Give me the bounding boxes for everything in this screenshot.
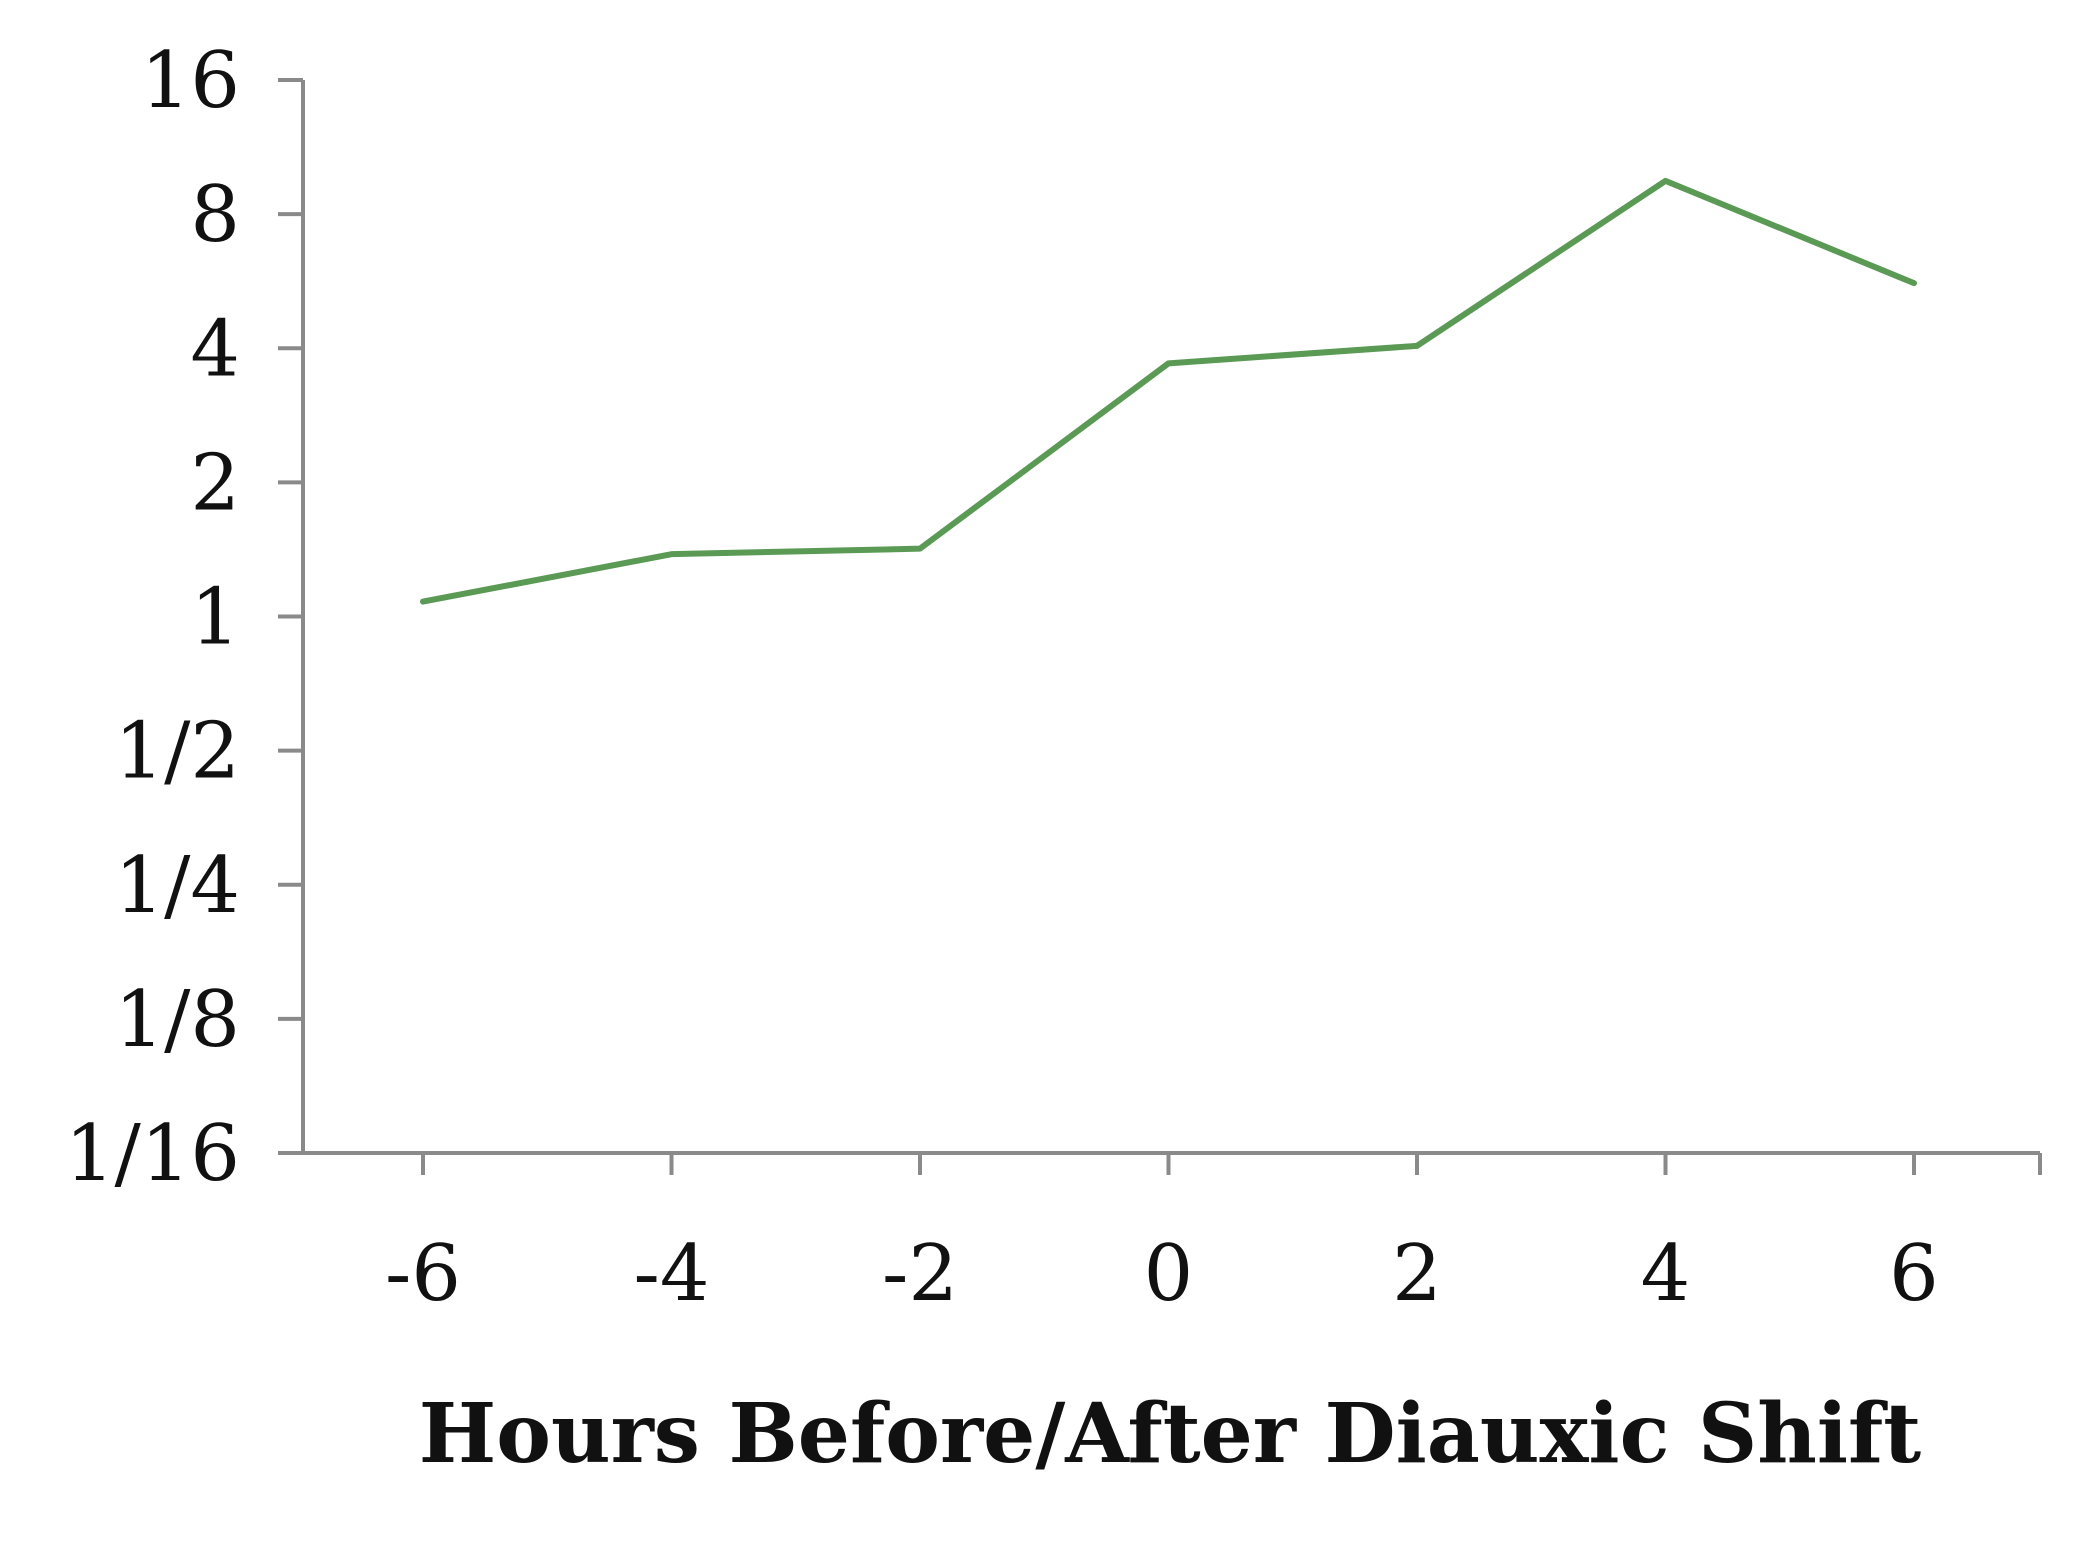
x-axis-ticks: -6 -4 -2 0 2 4 6 (385, 1153, 2042, 1319)
axes (278, 80, 2040, 1155)
x-tick-label: 4 (1641, 1229, 1691, 1319)
x-tick-label: 0 (1144, 1229, 1194, 1319)
y-tick-label: 1/16 (65, 1109, 240, 1199)
y-tick-label: 16 (141, 36, 240, 126)
y-tick-label: 8 (190, 170, 240, 260)
y-tick-label: 2 (190, 438, 240, 528)
x-tick-label: 2 (1392, 1229, 1442, 1319)
x-tick-label: -4 (634, 1229, 710, 1319)
series-line (420, 177, 1917, 605)
y-tick-label: 4 (190, 304, 240, 394)
y-tick-label: 1/8 (114, 975, 240, 1065)
x-tick-label: -2 (882, 1229, 958, 1319)
x-tick-label: -6 (385, 1229, 461, 1319)
y-tick-label: 1/4 (114, 841, 240, 931)
y-tick-label: 1/2 (114, 707, 240, 797)
series-lines (420, 177, 1917, 605)
x-tick-label: 6 (1889, 1229, 1939, 1319)
y-axis-ticks: 16 8 4 2 1 1/2 1/4 1/8 1/16 (65, 36, 303, 1199)
x-axis-title: Hours Before/After Diauxic Shift (419, 1386, 1922, 1482)
y-tick-label: 1 (190, 573, 240, 663)
